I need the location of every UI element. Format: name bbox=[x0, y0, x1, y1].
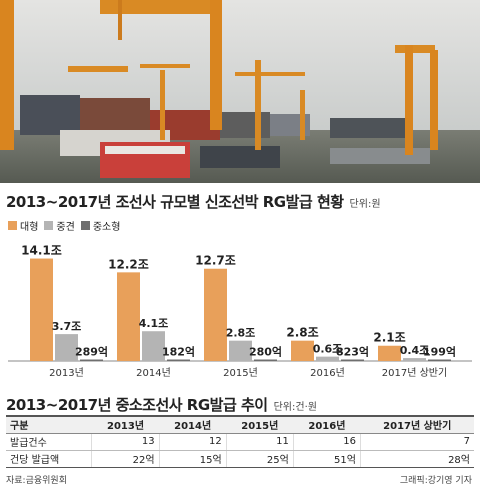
table-cell: 15억 bbox=[158, 450, 227, 468]
table-title: 2013~2017년 중소조선사 RG발급 추이 bbox=[6, 396, 268, 414]
bar-large bbox=[291, 340, 314, 361]
legend-swatch-large bbox=[8, 221, 17, 230]
data-label-mid: 2.8조 bbox=[226, 327, 256, 340]
chart1-unit: 단위:원 bbox=[349, 199, 381, 210]
data-label-large: 2.1조 bbox=[373, 331, 405, 345]
table-cell: 16 bbox=[292, 433, 361, 451]
table-row: 건당 발급액 22억 15억 25억 51억 28억 bbox=[6, 450, 474, 468]
rg-bar-chart: 14.1조 3.7조 289억 2013년 12.2조 4.1조 182억 2014년 12.7… bbox=[8, 244, 472, 379]
data-label-mid: 0.4조 bbox=[400, 344, 430, 357]
legend-swatch-mid bbox=[44, 221, 54, 230]
legend-item-small: 중소형 bbox=[80, 218, 121, 233]
table-cell: 건당 발급액 bbox=[6, 450, 92, 468]
table-cell: 22억 bbox=[91, 450, 160, 468]
bar-large bbox=[204, 268, 227, 361]
bar-mid bbox=[142, 331, 165, 361]
x-tick-label: 2016년 bbox=[310, 367, 345, 379]
data-label-small: 199억 bbox=[423, 346, 456, 359]
x-tick-label: 2013년 bbox=[49, 367, 84, 379]
data-label-small: 289억 bbox=[75, 346, 108, 359]
source-note: 자료:금융위원회 bbox=[6, 476, 67, 486]
chart1-header: 2013~2017년 조선사 규모별 신조선박 RG발급 현황 단위:원 bbox=[6, 191, 381, 213]
bar-large bbox=[378, 345, 401, 361]
legend-label-small: 중소형 bbox=[92, 222, 121, 233]
data-label-mid: 0.6조 bbox=[313, 343, 343, 356]
bar-small bbox=[428, 359, 451, 361]
data-label-large: 14.1조 bbox=[21, 244, 62, 258]
table-cell: 25억 bbox=[225, 450, 294, 468]
bar-mid bbox=[229, 340, 252, 361]
table-row: 발급건수 13 12 11 16 7 bbox=[6, 433, 474, 451]
table-header-cell: 2015년 bbox=[226, 415, 294, 434]
chart1-title: 2013~2017년 조선사 규모별 신조선박 RG발급 현황 bbox=[6, 193, 344, 211]
bar-mid bbox=[316, 356, 339, 361]
table-header-cell: 구분 bbox=[6, 415, 92, 434]
bar-large bbox=[30, 258, 53, 361]
graphic-credit: 그래픽:강기영 기자 bbox=[399, 476, 472, 486]
table-cell: 13 bbox=[91, 433, 160, 451]
table-cell: 51억 bbox=[292, 450, 361, 468]
legend-item-mid: 중견 bbox=[44, 218, 75, 233]
bar-small bbox=[80, 359, 103, 361]
legend-label-large: 대형 bbox=[20, 222, 39, 233]
bar-large bbox=[117, 272, 140, 361]
x-tick-label: 2017년 상반기 bbox=[382, 367, 447, 379]
data-label-large: 12.2조 bbox=[108, 257, 149, 271]
bar-small bbox=[254, 359, 277, 361]
data-label-small: 280억 bbox=[249, 346, 282, 359]
bar-mid bbox=[55, 334, 78, 361]
table-header-cell: 2013년 bbox=[91, 415, 160, 434]
table-cell: 11 bbox=[225, 433, 294, 451]
data-label-mid: 4.1조 bbox=[139, 317, 169, 330]
table-header-cell: 2014년 bbox=[159, 415, 227, 434]
legend-item-large: 대형 bbox=[8, 218, 38, 233]
data-label-small: 823억 bbox=[336, 346, 369, 359]
table-cell: 7 bbox=[359, 433, 474, 451]
bar-small bbox=[167, 359, 190, 361]
table-cell: 발급건수 bbox=[6, 433, 92, 451]
data-label-large: 2.8조 bbox=[286, 326, 318, 340]
legend-label-mid: 중견 bbox=[56, 222, 75, 233]
rg-trend-table: 구분 2013년 2014년 2015년 2016년 2017년 상반기 발급건… bbox=[6, 415, 474, 468]
shipyard-photo bbox=[0, 0, 480, 183]
x-tick-label: 2015년 bbox=[223, 367, 258, 379]
data-label-mid: 3.7조 bbox=[52, 320, 82, 333]
table-header: 2013~2017년 중소조선사 RG발급 추이 단위:건·원 bbox=[6, 394, 317, 415]
chart-legend: 대형 중견 중소형 bbox=[8, 218, 120, 233]
bar-mid bbox=[403, 358, 426, 361]
table-cell: 28억 bbox=[359, 450, 474, 468]
data-label-large: 12.7조 bbox=[195, 254, 236, 268]
table-header-row: 구분 2013년 2014년 2015년 2016년 2017년 상반기 bbox=[6, 415, 474, 434]
table-header-cell: 2017년 상반기 bbox=[360, 415, 474, 434]
bar-small bbox=[341, 359, 364, 361]
data-label-small: 182억 bbox=[162, 346, 195, 359]
table-cell: 12 bbox=[158, 433, 227, 451]
table-header-cell: 2016년 bbox=[293, 415, 361, 434]
x-tick-label: 2014년 bbox=[136, 367, 171, 379]
legend-swatch-small bbox=[80, 221, 90, 230]
table-unit: 단위:건·원 bbox=[273, 402, 317, 413]
